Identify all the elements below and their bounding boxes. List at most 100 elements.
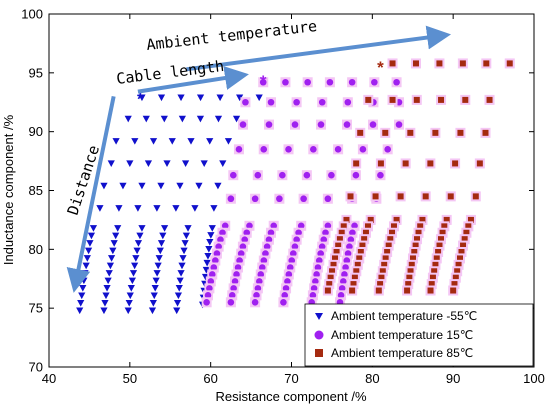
data-point xyxy=(344,250,352,257)
data-point xyxy=(127,285,135,292)
data-point xyxy=(202,266,210,274)
data-point xyxy=(457,129,464,136)
x-axis-label: Resistance component /% xyxy=(215,389,366,404)
data-point xyxy=(172,205,180,212)
data-point xyxy=(176,277,184,285)
data-point xyxy=(356,255,363,262)
data-point xyxy=(303,171,311,179)
data-point xyxy=(318,98,326,106)
data-point xyxy=(357,129,364,136)
data-point xyxy=(413,96,420,103)
data-point xyxy=(337,292,345,299)
data-point xyxy=(260,146,268,153)
data-point xyxy=(89,225,98,232)
data-point xyxy=(324,195,332,203)
data-point xyxy=(353,160,360,167)
data-point xyxy=(482,129,489,136)
data-point xyxy=(279,171,286,179)
data-point xyxy=(180,247,188,255)
data-point xyxy=(387,236,394,243)
x-axis-ticks: 40 50 60 70 80 90 100 xyxy=(42,14,545,386)
data-point xyxy=(159,232,167,240)
data-point xyxy=(361,236,368,243)
data-point xyxy=(326,78,334,86)
data-point xyxy=(176,182,184,190)
data-point xyxy=(254,285,262,292)
data-point xyxy=(347,193,354,200)
data-point xyxy=(422,193,429,200)
data-point xyxy=(233,271,240,278)
data-point xyxy=(210,264,218,271)
data-point xyxy=(297,222,305,230)
data-point xyxy=(224,138,233,145)
star-marker: * xyxy=(137,90,144,109)
data-point xyxy=(364,223,371,230)
data-point xyxy=(382,255,389,262)
data-point xyxy=(149,138,158,145)
data-point xyxy=(352,171,360,179)
data-point xyxy=(131,262,139,270)
data-point xyxy=(101,300,109,307)
data-point xyxy=(300,195,307,203)
data-point xyxy=(267,98,275,106)
data-point xyxy=(207,232,215,239)
data-point xyxy=(384,249,391,256)
data-point xyxy=(291,121,299,128)
data-point xyxy=(377,171,384,179)
data-point xyxy=(87,232,96,240)
data-point xyxy=(313,271,320,278)
data-point xyxy=(173,300,182,307)
data-point xyxy=(461,236,468,243)
data-point xyxy=(231,278,239,285)
data-point xyxy=(288,257,296,264)
data-point xyxy=(219,160,227,168)
data-point xyxy=(196,115,205,123)
data-point xyxy=(230,285,237,292)
data-point xyxy=(402,160,409,167)
data-point xyxy=(326,281,333,288)
data-point xyxy=(142,115,150,123)
legend-label-minus-55c: Ambient temperature -55℃ xyxy=(331,309,477,323)
data-point xyxy=(153,205,161,212)
data-point xyxy=(124,115,132,123)
data-point xyxy=(417,223,424,230)
y-tick-label: 80 xyxy=(29,242,43,257)
data-point xyxy=(100,307,108,315)
data-point xyxy=(237,250,245,257)
data-point xyxy=(324,222,332,230)
data-point xyxy=(459,60,466,67)
data-point xyxy=(429,274,436,281)
data-point xyxy=(174,292,182,300)
data-point xyxy=(460,242,467,249)
data-point xyxy=(338,229,345,236)
data-point xyxy=(83,255,91,262)
data-point xyxy=(265,236,273,244)
data-point xyxy=(216,94,224,102)
data-point xyxy=(431,268,438,275)
legend-label-85c: Ambient temperature 85℃ xyxy=(331,346,473,360)
data-point xyxy=(206,285,213,292)
data-point xyxy=(433,255,440,262)
data-point xyxy=(239,243,247,250)
data-point xyxy=(463,229,470,236)
data-point xyxy=(467,216,474,223)
x-tick-label: 50 xyxy=(123,371,137,386)
y-axis-ticks: 70 75 80 85 90 95 100 xyxy=(21,7,534,375)
data-point xyxy=(441,223,448,230)
data-point xyxy=(324,287,331,294)
data-point xyxy=(451,281,458,288)
data-point xyxy=(239,121,247,128)
data-point xyxy=(100,182,108,190)
data-point xyxy=(204,292,212,299)
data-point xyxy=(129,270,138,277)
data-point xyxy=(260,257,268,264)
data-point xyxy=(349,229,356,237)
data-point xyxy=(114,225,122,232)
data-point xyxy=(427,160,434,167)
annotation-arrow-distance xyxy=(66,95,116,293)
star-marker: * xyxy=(260,72,267,91)
data-point xyxy=(329,268,336,275)
annotation-arrow-cable xyxy=(137,66,249,94)
data-point xyxy=(96,205,104,212)
data-point xyxy=(163,160,171,168)
